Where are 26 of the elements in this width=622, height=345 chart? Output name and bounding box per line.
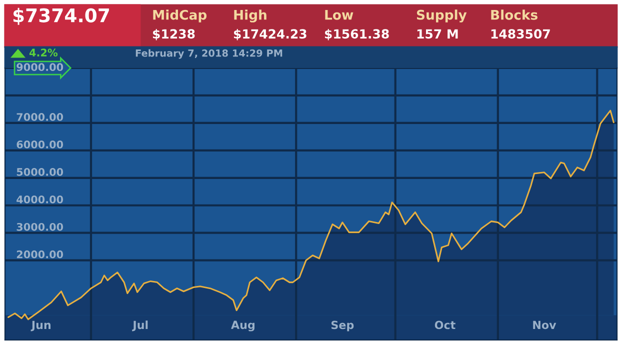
y-tick-label: 9000.00 xyxy=(16,63,64,72)
text: Low xyxy=(325,10,354,20)
y-tick-label: 3000.00 xyxy=(16,222,64,231)
text: High xyxy=(234,10,266,22)
y-tick-label: 5000.00 xyxy=(16,168,64,176)
text: Blocks xyxy=(491,10,538,20)
x-tick-label: Oct xyxy=(434,320,456,330)
text: $17424.23 xyxy=(234,28,306,40)
y-tick-label: 2000.00 xyxy=(16,250,64,258)
text: $1238 xyxy=(152,28,195,40)
text: 157 M xyxy=(417,29,458,39)
x-tick-label: Jul xyxy=(132,320,148,332)
x-tick-label: Jun xyxy=(30,320,50,332)
text: $1561.38 xyxy=(324,28,389,40)
x-tick-label: Sep xyxy=(331,320,354,332)
text: Supply xyxy=(416,10,467,22)
y-tick-label: 4000.00 xyxy=(16,195,64,204)
text: MidCap xyxy=(153,10,207,22)
x-tick-label: Nov xyxy=(533,320,556,330)
y-tick-label: 6000.00 xyxy=(16,140,64,148)
x-tick-label: Aug xyxy=(231,320,254,332)
y-tick-label: 7000.00 xyxy=(16,113,64,121)
chart-subtitle: February 7, 2018 14:29 PM xyxy=(136,49,282,59)
text: 1483507 xyxy=(491,29,550,39)
text: 4.2% xyxy=(29,48,58,57)
chart-title: $7374.07 xyxy=(13,8,109,25)
